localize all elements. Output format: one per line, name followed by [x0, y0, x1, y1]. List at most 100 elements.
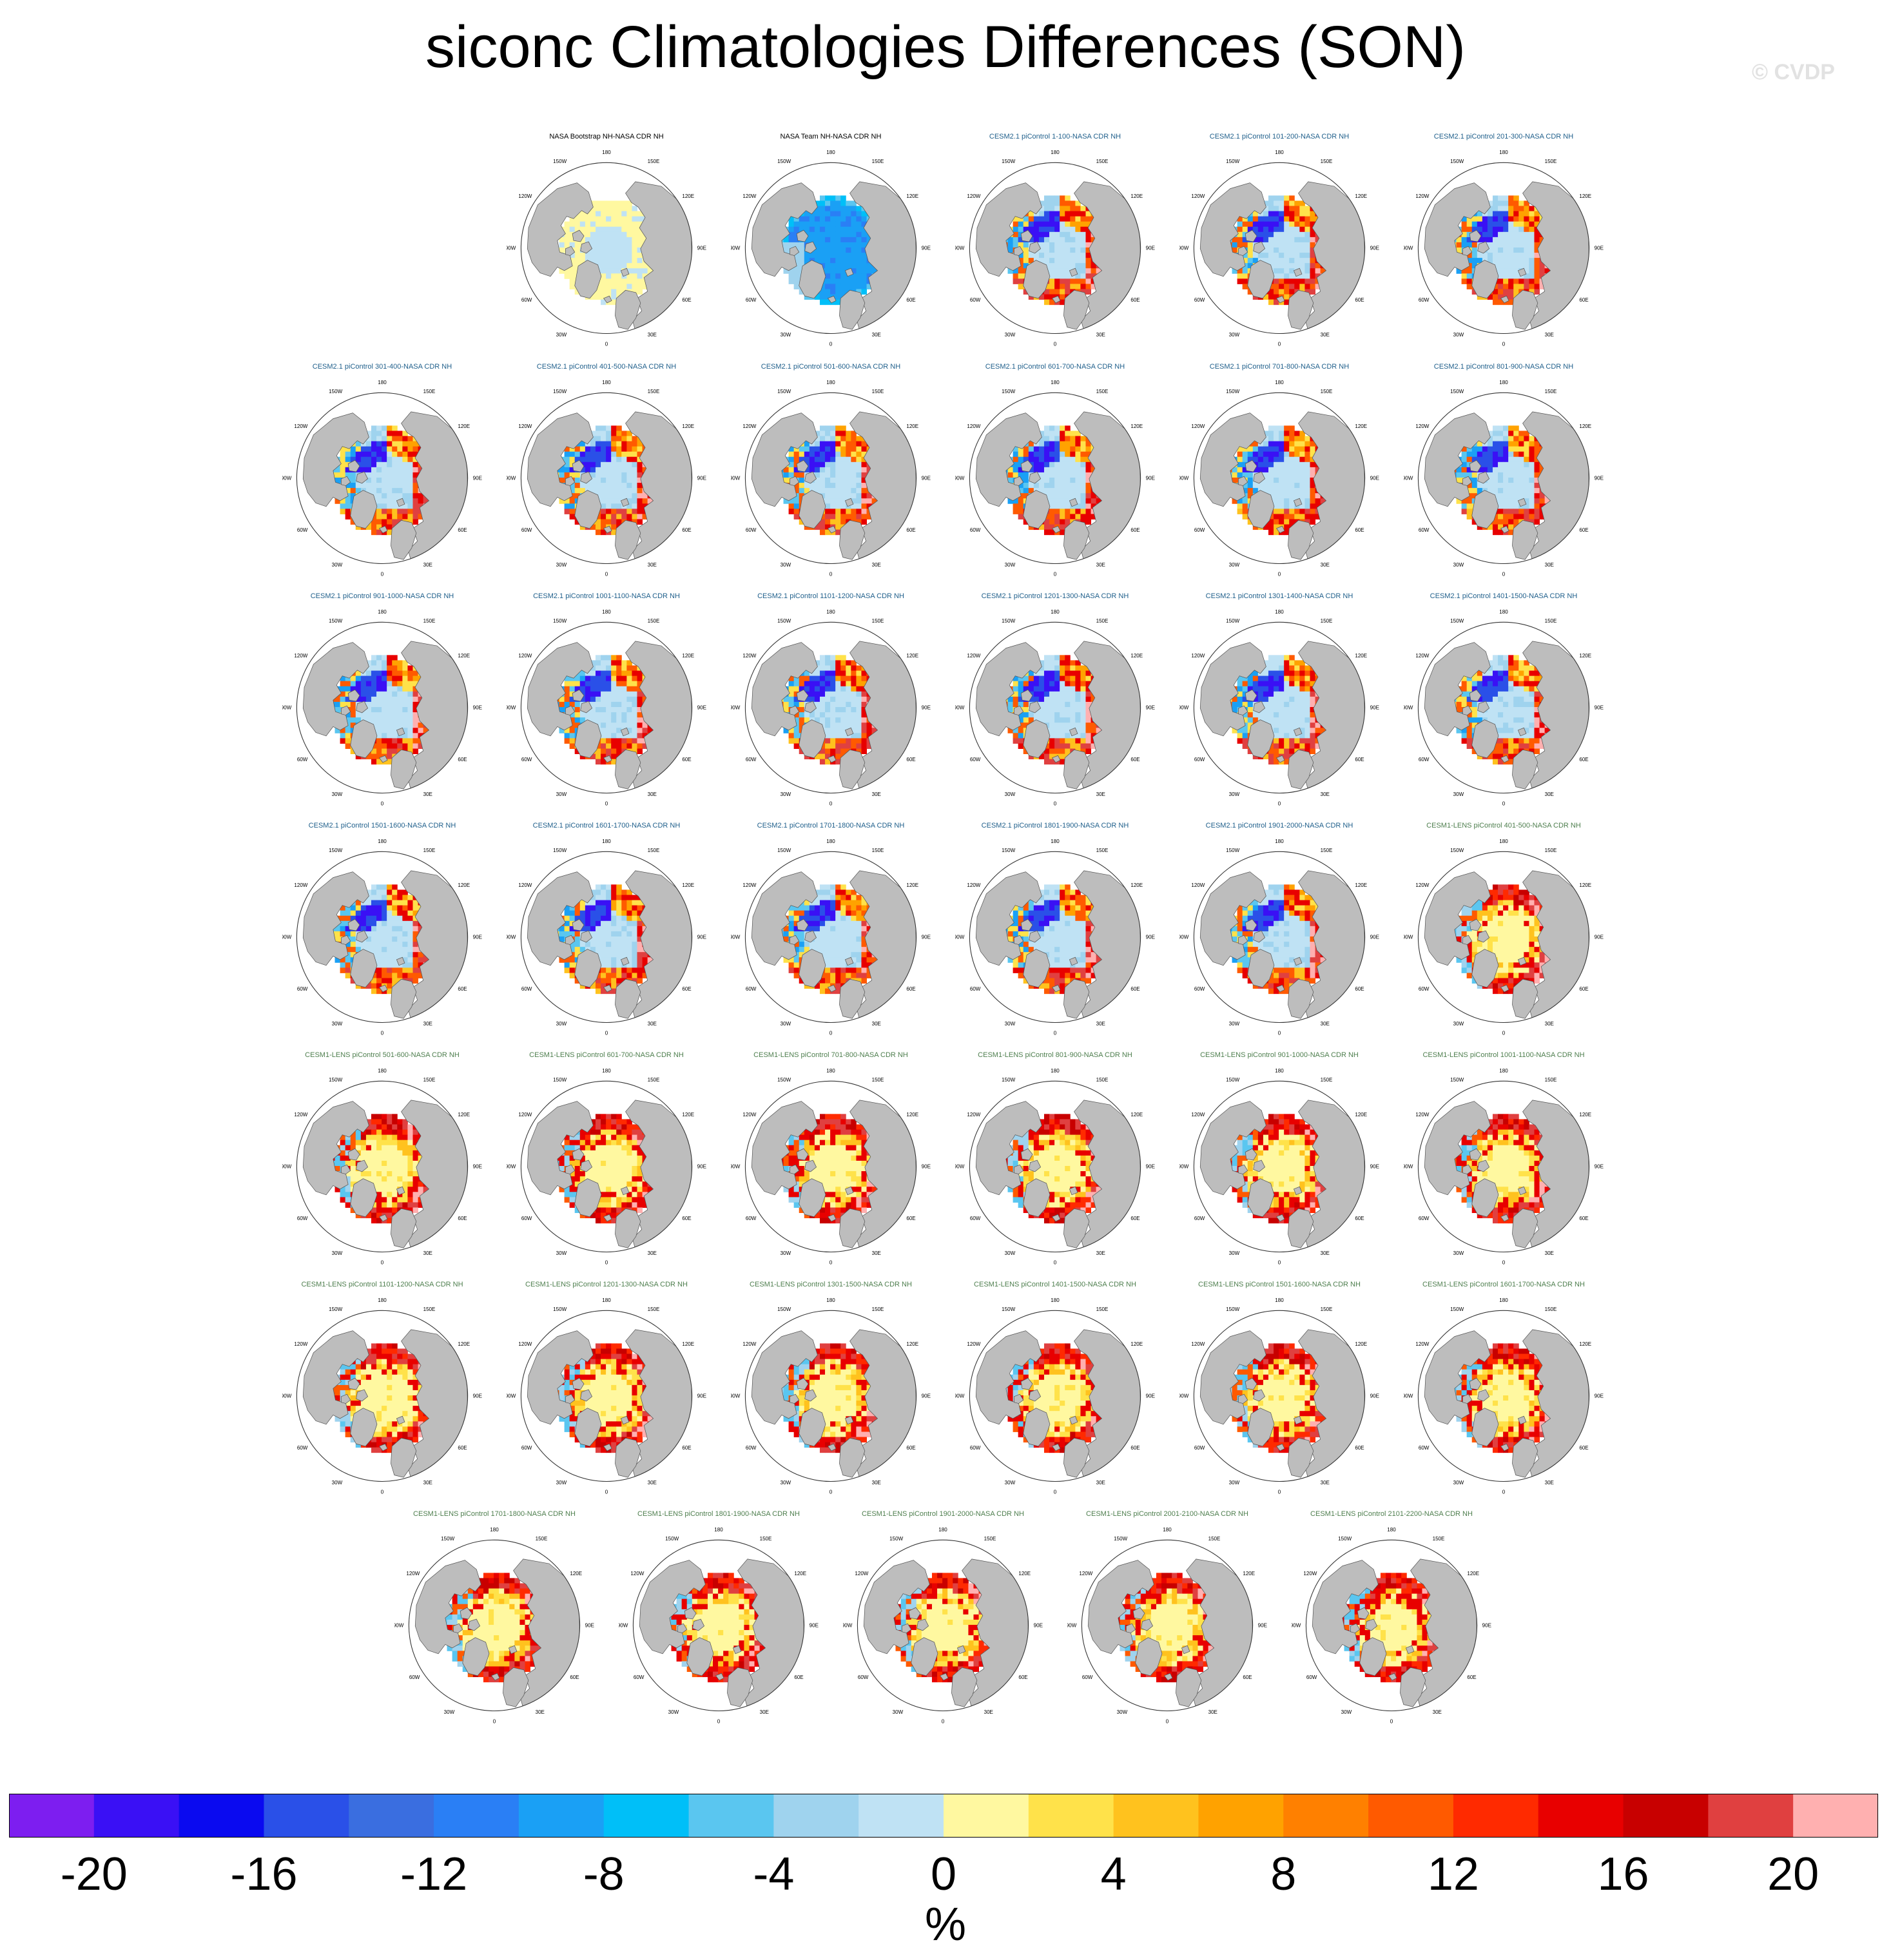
land-mass [572, 1148, 585, 1161]
longitude-label: 180 [1275, 839, 1284, 844]
land-mass [1014, 705, 1024, 715]
longitude-label: 150E [423, 848, 436, 853]
land-mass [1293, 1415, 1303, 1425]
land-mass [453, 1623, 463, 1633]
land-mass [827, 1214, 837, 1222]
longitude-label: 90W [1404, 935, 1413, 940]
land-mass [1388, 1673, 1397, 1681]
longitude-label: 150W [553, 1306, 567, 1312]
colorbar-swatch [1028, 1794, 1114, 1838]
longitude-label: 90E [922, 476, 931, 481]
map-panel: CESM1-LENS piControl 1401-1500-NASA CDR … [955, 1280, 1155, 1502]
longitude-label: 90W [282, 935, 292, 940]
land-mass [732, 1645, 742, 1654]
longitude-label: 90W [282, 1393, 292, 1399]
longitude-label: 150W [777, 1306, 791, 1312]
longitude-label: 120E [1130, 1341, 1143, 1347]
land-mass [302, 1101, 369, 1196]
longitude-label: 90W [507, 246, 516, 251]
map-panel: CESM1-LENS piControl 1501-1600-NASA CDR … [1179, 1280, 1379, 1502]
colorbar-swatch [518, 1794, 605, 1838]
longitude-label: 60E [1018, 1674, 1028, 1680]
longitude-label: 120E [1018, 1571, 1031, 1577]
land-mass [1500, 295, 1509, 304]
longitude-label: 120W [1415, 882, 1429, 888]
land-mass [1462, 1393, 1473, 1404]
land-mass [1293, 956, 1303, 966]
longitude-label: 90E [697, 935, 706, 940]
polar-map: 180 0 90W 90E 150W 120W 150E 120E 60W 30W 60E 30E [731, 1297, 931, 1495]
longitude-label: 0 [1502, 571, 1506, 577]
land-mass [1424, 1330, 1491, 1425]
land-mass [1069, 267, 1078, 277]
longitude-label: 180 [378, 380, 387, 385]
land-mass [565, 246, 576, 256]
land-mass [1517, 267, 1527, 277]
polar-map: 180 0 90W 90E 150W 120W 150E 120E 60W 30W 60E 30E [507, 839, 706, 1036]
longitude-label: 120E [1579, 1341, 1591, 1347]
longitude-label: 30W [556, 1480, 567, 1486]
land-mass [574, 490, 602, 529]
land-mass [975, 871, 1042, 966]
longitude-label: 120W [1191, 882, 1205, 888]
polar-map: 180 0 90W 90E 150W 120W 150E 120E 60W 30W 60E 30E [282, 609, 482, 806]
land-mass [460, 1607, 472, 1620]
longitude-label: 30W [1341, 1709, 1352, 1715]
longitude-label: 90W [955, 476, 965, 481]
land-mass [1247, 1408, 1275, 1447]
longitude-label: 120W [742, 1112, 756, 1118]
land-mass [844, 727, 854, 737]
land-mass [615, 1208, 641, 1248]
longitude-label: 150W [777, 159, 791, 164]
panel-title: CESM2.1 piControl 201-300-NASA CDR NH [1433, 133, 1574, 141]
land-mass [527, 1330, 594, 1425]
longitude-label: 120W [742, 193, 756, 199]
longitude-label: 180 [1499, 839, 1508, 844]
land-mass [378, 1214, 388, 1222]
longitude-label: 150E [1545, 618, 1557, 624]
longitude-label: 30W [1229, 1250, 1240, 1256]
land-mass [844, 956, 854, 966]
colorbar-swatch [603, 1794, 690, 1838]
longitude-label: 30E [1208, 1709, 1218, 1715]
land-mass [911, 1637, 938, 1676]
polar-map: 180 0 90W 90E 150W 120W 150E 120E 60W 30W 60E 30E [955, 150, 1155, 347]
watermark: © CVDP [1752, 60, 1835, 84]
land-mass [902, 1623, 912, 1633]
longitude-label: 0 [1166, 1718, 1169, 1724]
land-mass [804, 701, 817, 713]
polar-map: 180 0 90W 90E 150W 120W 150E 120E 60W 30W 60E 30E [731, 839, 931, 1036]
land-mass [727, 1667, 753, 1707]
longitude-label: 60W [521, 527, 532, 533]
panel-title: CESM2.1 piControl 1501-1600-NASA CDR NH [308, 822, 456, 830]
longitude-label: 180 [602, 609, 611, 615]
longitude-label: 30E [760, 1709, 770, 1715]
longitude-label: 0 [1054, 341, 1057, 347]
longitude-label: 0 [1502, 1489, 1506, 1495]
longitude-label: 60E [794, 1674, 804, 1680]
land-mass [1238, 1393, 1248, 1404]
longitude-label: 90W [955, 1393, 965, 1399]
land-mass [462, 1637, 490, 1676]
land-mass [341, 476, 351, 486]
longitude-label: 120E [458, 1112, 470, 1118]
polar-map: 180 0 90W 90E 150W 120W 150E 120E 60W 30W 60E 30E [1179, 150, 1379, 347]
longitude-label: 30E [872, 1021, 882, 1027]
longitude-label: 0 [942, 1718, 945, 1724]
longitude-label: 120E [794, 1571, 806, 1577]
land-mass [341, 935, 351, 945]
longitude-label: 60W [521, 1445, 532, 1451]
longitude-label: 180 [1275, 1297, 1284, 1303]
longitude-label: 60E [458, 1216, 467, 1221]
longitude-label: 150E [1208, 1536, 1221, 1542]
longitude-label: 120E [570, 1571, 582, 1577]
longitude-label: 180 [490, 1527, 499, 1533]
longitude-label: 0 [829, 571, 833, 577]
longitude-label: 120E [1130, 193, 1143, 199]
land-mass [574, 1408, 602, 1447]
longitude-label: 90W [1292, 1623, 1301, 1629]
longitude-label: 120W [294, 1341, 307, 1347]
longitude-label: 150W [777, 618, 791, 624]
land-mass [804, 930, 817, 943]
longitude-label: 30E [423, 1480, 433, 1486]
